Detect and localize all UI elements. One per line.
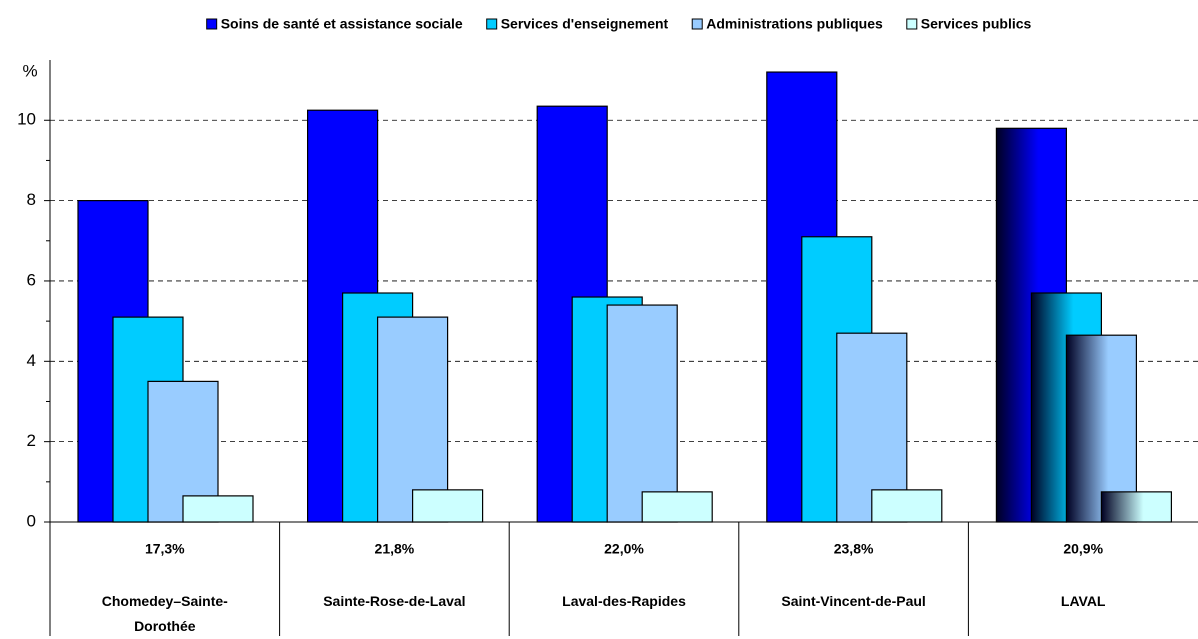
y-tick-label: 10 xyxy=(17,110,36,129)
bar xyxy=(377,316,449,523)
total-label: 21,8% xyxy=(375,541,415,557)
bar xyxy=(641,491,713,523)
x-tick-label: Saint-Vincent-de-Paul xyxy=(781,593,926,609)
bar xyxy=(871,489,943,523)
y-axis-label: % xyxy=(22,61,37,80)
x-tick-label: Laval-des-Rapides xyxy=(562,593,686,609)
y-tick-label: 6 xyxy=(27,270,36,289)
bar xyxy=(412,489,484,523)
legend-label: Services publics xyxy=(921,16,1032,32)
y-tick-label: 2 xyxy=(27,431,36,450)
legend-swatch xyxy=(691,18,703,30)
legend-label: Services d'enseignement xyxy=(501,16,669,32)
total-label: 17,3% xyxy=(145,541,185,557)
total-label: 20,9% xyxy=(1063,541,1103,557)
x-tick-label: Chomedey–Sainte-Dorothée xyxy=(101,593,228,634)
legend-label: Administrations publiques xyxy=(706,16,883,32)
bar xyxy=(182,495,254,523)
y-tick-label: 0 xyxy=(27,511,36,530)
total-label: 23,8% xyxy=(834,541,874,557)
x-tick-label: LAVAL xyxy=(1060,593,1106,609)
y-tick-label: 8 xyxy=(27,190,36,209)
legend-label: Soins de santé et assistance sociale xyxy=(221,16,463,32)
x-tick-label: Sainte-Rose-de-Laval xyxy=(323,593,466,609)
bar xyxy=(606,304,678,523)
bar xyxy=(1065,334,1138,523)
y-tick-label: 4 xyxy=(27,351,36,370)
legend-swatch xyxy=(206,18,218,30)
bar xyxy=(1100,491,1173,523)
legend-swatch xyxy=(486,18,498,30)
total-label: 22,0% xyxy=(604,541,644,557)
legend-swatch xyxy=(906,18,918,30)
